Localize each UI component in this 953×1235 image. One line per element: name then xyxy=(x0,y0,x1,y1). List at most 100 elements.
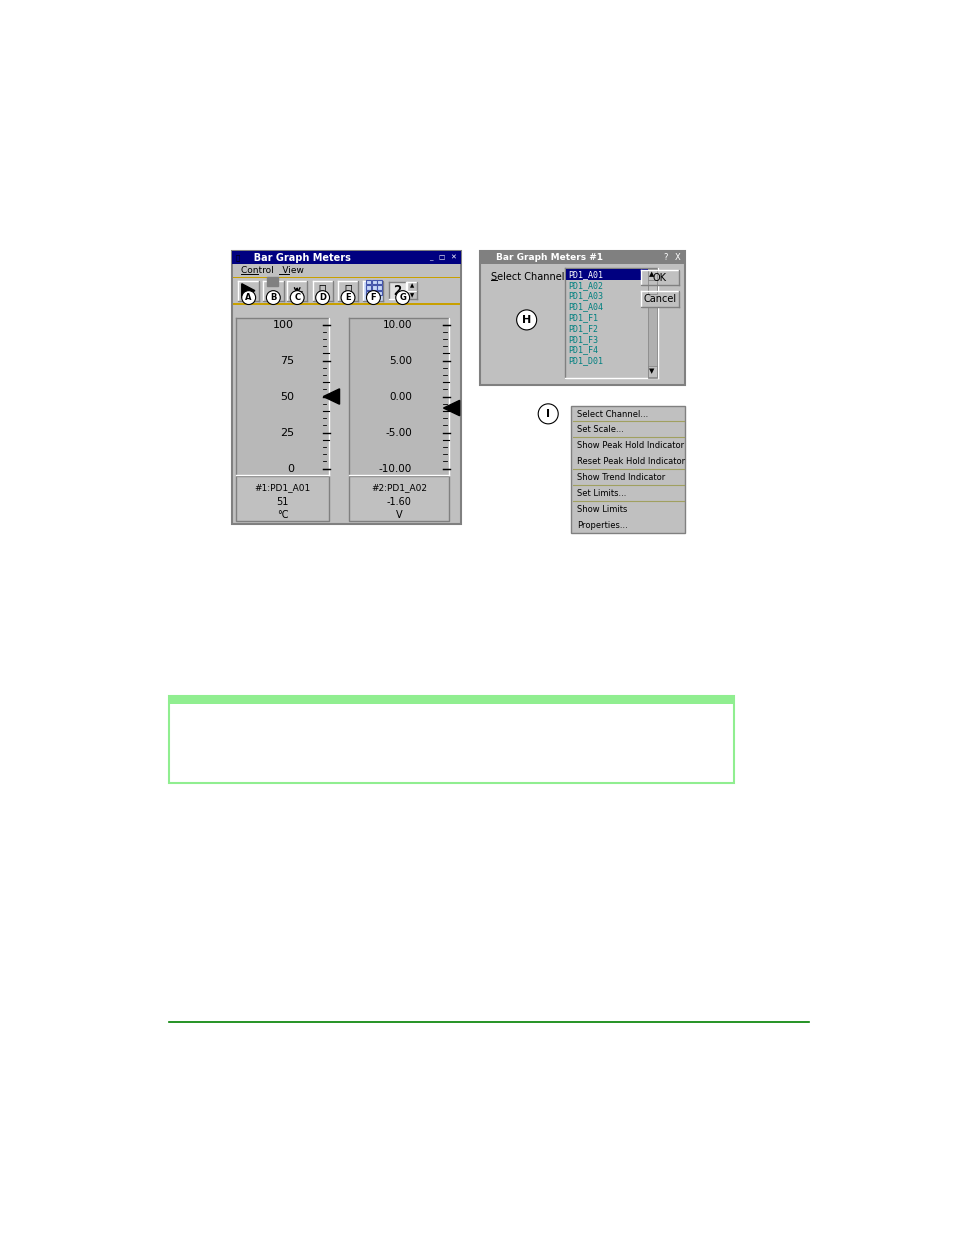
Bar xyxy=(647,280,656,294)
Text: PD1_F2: PD1_F2 xyxy=(568,324,598,333)
Text: Show Limits: Show Limits xyxy=(577,505,627,514)
Circle shape xyxy=(395,290,409,305)
Text: ☐: ☐ xyxy=(438,254,445,261)
Bar xyxy=(233,277,460,278)
Bar xyxy=(565,269,647,280)
Bar xyxy=(372,285,376,290)
Text: I: I xyxy=(546,409,550,419)
Text: 5.00: 5.00 xyxy=(389,356,412,366)
Bar xyxy=(480,251,684,385)
Bar xyxy=(647,269,656,280)
Bar xyxy=(376,290,381,295)
Circle shape xyxy=(537,404,558,424)
Bar xyxy=(363,280,383,300)
Bar xyxy=(233,264,460,277)
Circle shape xyxy=(290,290,304,305)
Text: 🖥: 🖥 xyxy=(235,254,239,261)
Text: Select Channel...: Select Channel... xyxy=(577,410,648,419)
Bar xyxy=(571,406,684,534)
Text: PD1_F3: PD1_F3 xyxy=(568,335,598,343)
Text: E: E xyxy=(345,293,351,303)
Bar xyxy=(376,280,381,284)
Bar xyxy=(170,697,733,783)
Text: -1.60: -1.60 xyxy=(386,496,411,506)
Text: Properties...: Properties... xyxy=(577,521,628,530)
Text: ✕: ✕ xyxy=(449,254,456,261)
Text: Set Limits...: Set Limits... xyxy=(577,489,626,498)
Bar xyxy=(640,270,679,285)
Bar xyxy=(366,290,371,295)
Bar xyxy=(262,280,284,300)
Text: Reset Peak Hold Indicator: Reset Peak Hold Indicator xyxy=(577,457,685,467)
Text: 🖨: 🖨 xyxy=(344,284,352,298)
Bar xyxy=(267,277,277,287)
Text: 🔧: 🔧 xyxy=(318,284,326,298)
Text: Set Scale...: Set Scale... xyxy=(577,426,623,435)
Polygon shape xyxy=(241,284,254,298)
Text: 51: 51 xyxy=(276,496,289,506)
Text: B: B xyxy=(270,293,276,303)
Text: 0.00: 0.00 xyxy=(389,391,412,401)
Bar xyxy=(407,282,416,290)
Bar xyxy=(647,269,656,378)
Text: ▲: ▲ xyxy=(649,272,654,278)
Text: F: F xyxy=(370,293,375,303)
Text: PD1_A04: PD1_A04 xyxy=(568,303,602,311)
Bar xyxy=(366,280,371,284)
Text: PD1_F4: PD1_F4 xyxy=(568,346,598,354)
Bar xyxy=(376,285,381,290)
Bar xyxy=(372,280,376,284)
Bar xyxy=(349,319,449,474)
Polygon shape xyxy=(323,389,339,404)
Circle shape xyxy=(315,290,329,305)
Bar xyxy=(564,268,657,378)
Circle shape xyxy=(341,290,355,305)
Text: ▼: ▼ xyxy=(410,294,414,299)
Text: 25: 25 xyxy=(279,427,294,437)
Text: C: C xyxy=(294,293,300,303)
Text: Select Channel: Select Channel xyxy=(491,272,564,282)
Text: -5.00: -5.00 xyxy=(385,427,412,437)
Circle shape xyxy=(241,290,255,305)
Bar xyxy=(366,285,371,290)
Bar xyxy=(170,697,733,704)
Bar xyxy=(372,290,376,295)
Text: A: A xyxy=(245,293,252,303)
Text: D: D xyxy=(318,293,326,303)
Text: ▼: ▼ xyxy=(649,368,654,374)
Bar xyxy=(233,278,460,303)
Text: PD1_A01: PD1_A01 xyxy=(568,270,602,279)
Text: H: H xyxy=(521,315,531,325)
Polygon shape xyxy=(443,400,459,416)
Text: 50: 50 xyxy=(280,391,294,401)
Text: Cancel: Cancel xyxy=(642,294,676,304)
Text: ▲: ▲ xyxy=(410,284,414,289)
Bar xyxy=(287,280,307,300)
Text: PD1_F1: PD1_F1 xyxy=(568,314,598,322)
Circle shape xyxy=(517,310,537,330)
Text: -10.00: -10.00 xyxy=(378,463,412,473)
Text: Control   View: Control View xyxy=(241,266,304,275)
Bar xyxy=(236,477,329,521)
Text: 10.00: 10.00 xyxy=(382,320,412,330)
Bar xyxy=(647,366,656,377)
Bar xyxy=(640,291,679,306)
Text: 100: 100 xyxy=(273,320,294,330)
Text: Bar Graph Meters #1: Bar Graph Meters #1 xyxy=(496,253,602,262)
Bar xyxy=(389,282,405,299)
Bar xyxy=(233,303,460,305)
Text: OK: OK xyxy=(652,273,666,283)
Text: Bar Graph Meters: Bar Graph Meters xyxy=(247,252,351,263)
Text: X: X xyxy=(674,253,679,262)
Text: _: _ xyxy=(429,254,433,261)
Circle shape xyxy=(366,290,380,305)
Text: °C: °C xyxy=(276,510,288,520)
Bar xyxy=(232,251,460,524)
Bar xyxy=(237,280,259,300)
Text: #2:PD1_A02: #2:PD1_A02 xyxy=(371,483,426,493)
Bar xyxy=(313,280,333,300)
Text: Show Peak Hold Indicator: Show Peak Hold Indicator xyxy=(577,441,684,451)
Text: PD1_D01: PD1_D01 xyxy=(568,356,602,366)
Bar xyxy=(407,290,416,299)
Text: Show Trend Indicator: Show Trend Indicator xyxy=(577,473,665,482)
